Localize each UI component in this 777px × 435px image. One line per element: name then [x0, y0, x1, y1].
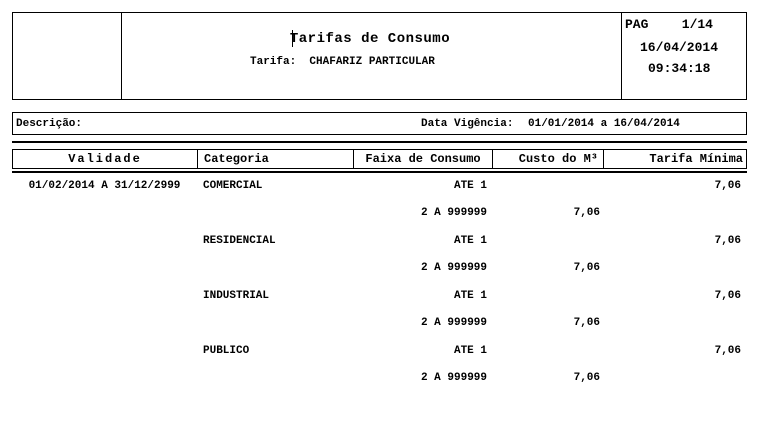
- table-header-rule: [12, 171, 747, 173]
- table-top-rule: [12, 141, 747, 143]
- cell-custo: 7,06: [573, 262, 600, 274]
- column-header-custo-do-m3: Custo do M³: [493, 150, 604, 168]
- cell-faixa: ATE 1: [453, 290, 487, 302]
- cell-tarifa-minima: [603, 262, 745, 276]
- table-row: 01/02/2014 A 31/12/2999 COMERCIAL ATE 1 …: [12, 180, 747, 194]
- pag-label: PAG: [625, 17, 649, 32]
- column-header-categoria: Categoria: [198, 150, 354, 168]
- cell-custo: 7,06: [573, 207, 600, 219]
- info-bar: Descrição: Data Vigência: 01/01/2014 a 1…: [12, 112, 747, 135]
- table-row: 2 A 999999 7,06: [12, 207, 747, 221]
- pag-box-divider: [621, 13, 622, 99]
- cell-validade: [12, 207, 197, 221]
- cell-validade: [12, 317, 197, 331]
- page-indicator: PAG 1/14: [625, 17, 713, 32]
- table-row: INDUSTRIAL ATE 1 7,06: [12, 290, 747, 304]
- cell-faixa: 2 A 999999: [420, 317, 487, 329]
- cell-validade: [12, 290, 197, 304]
- cell-custo: 7,06: [573, 372, 600, 384]
- cell-categoria: [197, 372, 353, 386]
- table-row: PUBLICO ATE 1 7,06: [12, 345, 747, 359]
- cell-categoria: COMERCIAL: [203, 180, 263, 192]
- cell-categoria: [197, 207, 353, 221]
- column-header-faixa-de-consumo: Faixa de Consumo: [354, 150, 493, 168]
- cell-validade: [12, 262, 197, 276]
- table-row: RESIDENCIAL ATE 1 7,06: [12, 235, 747, 249]
- cell-custo: [492, 290, 603, 304]
- cell-tarifa-minima: [603, 317, 745, 331]
- cell-tarifa-minima: [603, 207, 745, 221]
- cell-categoria: [197, 317, 353, 331]
- cell-tarifa-minima: 7,06: [714, 235, 741, 247]
- cell-custo: [492, 345, 603, 359]
- report-header-box: [12, 12, 747, 100]
- cell-faixa: ATE 1: [453, 345, 487, 357]
- cell-categoria: PUBLICO: [203, 345, 250, 357]
- cell-validade: [12, 372, 197, 386]
- tarifa-value: CHAFARIZ PARTICULAR: [309, 56, 435, 68]
- cell-tarifa-minima: 7,06: [714, 180, 741, 192]
- text-cursor: [292, 30, 293, 47]
- column-header-tarifa-minima: Tarifa Mínima: [649, 152, 743, 166]
- cell-categoria: RESIDENCIAL: [203, 235, 276, 247]
- cell-faixa: ATE 1: [453, 180, 487, 192]
- cell-validade: 01/02/2014 A 31/12/2999: [28, 180, 181, 192]
- cell-validade: [12, 235, 197, 249]
- cell-validade: [12, 345, 197, 359]
- table-row: 2 A 999999 7,06: [12, 317, 747, 331]
- vigencia-label: Data Vigência:: [421, 118, 514, 130]
- logo-box-divider: [121, 13, 122, 99]
- cell-tarifa-minima: [603, 372, 745, 386]
- report-time: 09:34:18: [648, 61, 711, 76]
- cell-faixa: 2 A 999999: [420, 262, 487, 274]
- cell-custo: [492, 180, 603, 194]
- cell-custo: [492, 235, 603, 249]
- table-row: 2 A 999999 7,06: [12, 262, 747, 276]
- cell-faixa: 2 A 999999: [420, 207, 487, 219]
- cell-faixa: ATE 1: [453, 235, 487, 247]
- pag-value: 1/14: [681, 17, 713, 32]
- table-row: 2 A 999999 7,06: [12, 372, 747, 386]
- cell-tarifa-minima: 7,06: [714, 345, 741, 357]
- cell-categoria: INDUSTRIAL: [203, 290, 270, 302]
- report-title[interactable]: Tarifas de Consumo: [289, 31, 451, 47]
- table-header-row: Validade Categoria Faixa de Consumo Cust…: [12, 149, 747, 169]
- descricao-label: Descrição:: [16, 118, 83, 130]
- logo-placeholder: [13, 13, 120, 99]
- column-header-validade: Validade: [13, 150, 198, 168]
- tarifa-label: Tarifa:: [250, 56, 297, 68]
- report-subtitle: Tarifa: CHAFARIZ PARTICULAR: [250, 56, 435, 69]
- cell-categoria: [197, 262, 353, 276]
- cell-tarifa-minima: 7,06: [714, 290, 741, 302]
- vigencia-value: 01/01/2014 a 16/04/2014: [528, 118, 680, 130]
- cell-faixa: 2 A 999999: [420, 372, 487, 384]
- report-date: 16/04/2014: [640, 40, 719, 55]
- cell-custo: 7,06: [573, 317, 600, 329]
